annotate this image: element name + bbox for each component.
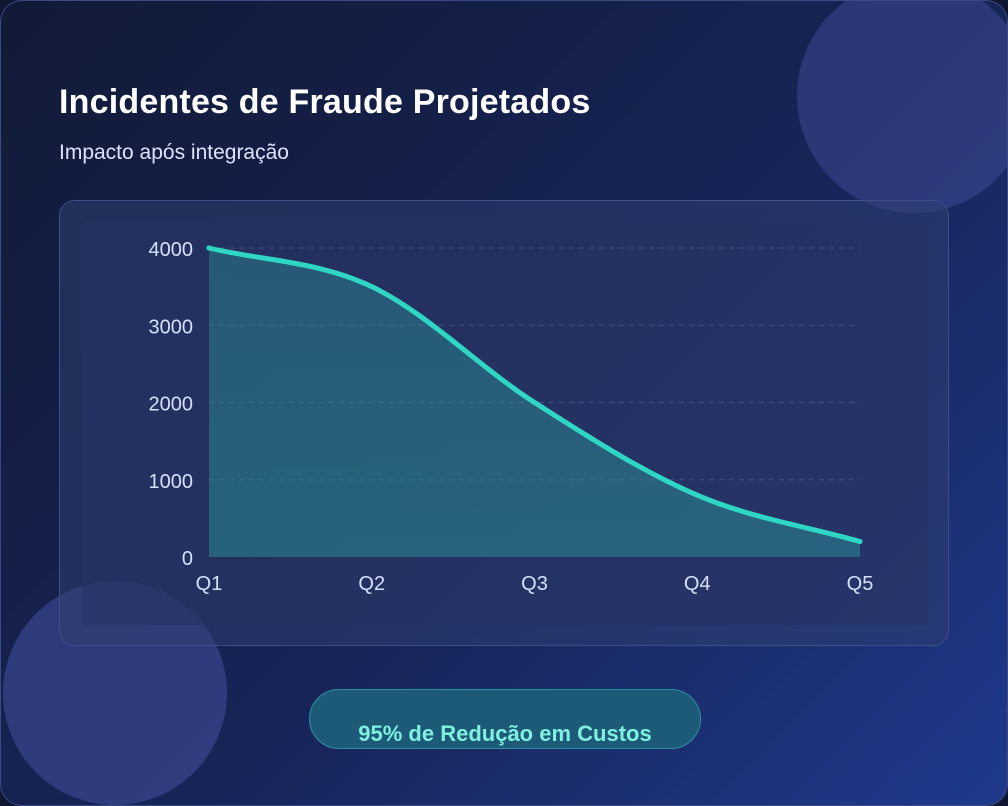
x-tick-label-q2: Q2 [358, 573, 385, 595]
y-tick-label-3000: 3000 [149, 316, 194, 338]
y-tick-label-2000: 2000 [149, 394, 194, 416]
x-tick-label-q1: Q1 [196, 573, 223, 595]
chart-subtitle: Impacto após integração [59, 141, 289, 164]
x-tick-label-q3: Q3 [521, 573, 548, 595]
data-point-q3 [532, 400, 537, 405]
y-tick-label-1000: 1000 [149, 471, 194, 493]
x-tick-label-q5: Q5 [847, 573, 874, 595]
data-point-q4 [694, 492, 700, 498]
cost-reduction-label: 95% de Redução em Custos [358, 721, 652, 746]
x-tick-label-q4: Q4 [684, 573, 711, 595]
data-point-q5 [857, 539, 863, 545]
cost-reduction-badge: 95% de Redução em Custos [309, 689, 701, 749]
chart-title: Incidentes de Fraude Projetados [59, 83, 591, 121]
data-point-q1 [206, 245, 212, 251]
y-tick-label-0: 0 [182, 548, 193, 570]
y-tick-label-4000: 4000 [149, 239, 194, 261]
decorative-circle-top [797, 1, 1007, 213]
data-point-q2 [369, 284, 375, 290]
